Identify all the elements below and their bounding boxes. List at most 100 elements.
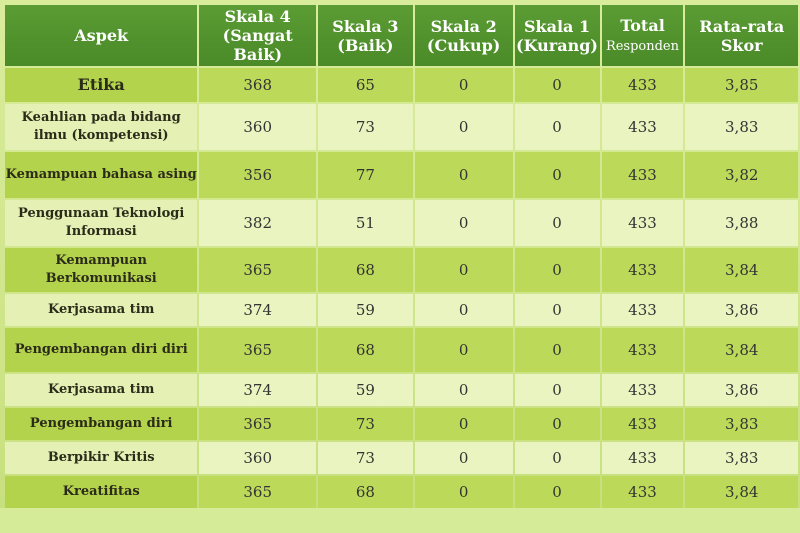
header-total-responden: Total Responden [601,5,684,66]
skala-1-cell: 0 [514,200,600,246]
aspek-cell: Pengembangan diri [5,408,198,440]
skala-3-cell: 59 [318,374,413,406]
aspek-cell: Kerjasama tim [5,374,198,406]
table-body: Etika 368 65 0 0 433 3,85 Keahlian pada bidang … [5,68,798,508]
skala-2-cell: 0 [414,200,513,246]
skala-2-cell: 0 [414,68,513,102]
aspek-cell: Kreatifitas [5,476,198,508]
total-cell: 433 [601,152,684,198]
rata-rata-cell: 3,83 [685,104,798,150]
total-cell: 433 [601,476,684,508]
skala-3-cell: 68 [318,328,413,372]
skala-4-cell: 356 [199,152,317,198]
skala-1-cell: 0 [514,152,600,198]
aspek-cell: Kemampuan bahasa asing [5,152,198,198]
skala-2-cell: 0 [414,442,513,474]
table-row: Berpikir Kritis 360 73 0 0 433 3,83 [5,442,798,474]
header-skala-1: Skala 1 (Kurang) [514,5,600,66]
bottom-band [0,508,800,533]
total-cell: 433 [601,328,684,372]
aspek-cell: Kerjasama tim [5,294,198,326]
rata-rata-cell: 3,84 [685,248,798,292]
rata-rata-cell: 3,86 [685,374,798,406]
table-row: Penggunaan Teknologi Informasi 382 51 0 0 433… [5,200,798,246]
skala-4-cell: 374 [199,374,317,406]
skala-4-cell: 365 [199,328,317,372]
header-skala-4: Skala 4 (Sangat Baik) [199,5,317,66]
skala-3-cell: 73 [318,408,413,440]
skala-2-cell: 0 [414,408,513,440]
header-rata-rata-skor: Rata-rata Skor [685,5,798,66]
header-row: Aspek Skala 4 (Sangat Baik) Skala 3 (Baik)… [5,5,798,66]
table-row: Keahlian pada bidang ilmu (kompetensi) 36… [5,104,798,150]
total-cell: 433 [601,68,684,102]
table-row: Pengembangan diri diri 365 68 0 0 433 3,84 [5,328,798,372]
header-aspek: Aspek [5,5,198,66]
total-cell: 433 [601,294,684,326]
skala-3-cell: 73 [318,104,413,150]
skala-2-cell: 0 [414,294,513,326]
skala-2-cell: 0 [414,374,513,406]
skala-3-cell: 65 [318,68,413,102]
table-row: Kerjasama tim 374 59 0 0 433 3,86 [5,294,798,326]
skala-4-cell: 365 [199,248,317,292]
skala-3-cell: 51 [318,200,413,246]
skala-3-cell: 68 [318,248,413,292]
rata-rata-cell: 3,84 [685,328,798,372]
total-cell: 433 [601,200,684,246]
skala-4-cell: 368 [199,68,317,102]
skala-4-cell: 360 [199,104,317,150]
skala-4-cell: 365 [199,476,317,508]
skala-3-cell: 73 [318,442,413,474]
table-row: Kemampuan Berkomunikasi 365 68 0 0 433 3,84 [5,248,798,292]
skala-4-cell: 382 [199,200,317,246]
skala-2-cell: 0 [414,104,513,150]
skala-1-cell: 0 [514,68,600,102]
rata-rata-cell: 3,83 [685,442,798,474]
total-cell: 433 [601,374,684,406]
data-table: Aspek Skala 4 (Sangat Baik) Skala 3 (Baik)… [3,3,800,510]
header-skala-3: Skala 3 (Baik) [318,5,413,66]
header-skala-2: Skala 2 (Cukup) [414,5,513,66]
table-row: Etika 368 65 0 0 433 3,85 [5,68,798,102]
skala-3-cell: 68 [318,476,413,508]
skala-2-cell: 0 [414,328,513,372]
total-cell: 433 [601,248,684,292]
aspek-cell: Etika [5,68,198,102]
table-row: Kemampuan bahasa asing 356 77 0 0 433 3,82 [5,152,798,198]
total-cell: 433 [601,408,684,440]
skala-1-cell: 0 [514,294,600,326]
aspek-cell: Penggunaan Teknologi Informasi [5,200,198,246]
skala-4-cell: 374 [199,294,317,326]
skala-1-cell: 0 [514,104,600,150]
skala-4-cell: 360 [199,442,317,474]
aspek-cell: Pengembangan diri diri [5,328,198,372]
skala-1-cell: 0 [514,248,600,292]
skala-2-cell: 0 [414,476,513,508]
total-cell: 433 [601,442,684,474]
aspek-cell: Kemampuan Berkomunikasi [5,248,198,292]
rata-rata-cell: 3,88 [685,200,798,246]
skala-2-cell: 0 [414,248,513,292]
skala-3-cell: 77 [318,152,413,198]
table-row: Kerjasama tim 374 59 0 0 433 3,86 [5,374,798,406]
aspek-cell: Berpikir Kritis [5,442,198,474]
skala-1-cell: 0 [514,328,600,372]
rata-rata-cell: 3,83 [685,408,798,440]
skala-4-cell: 365 [199,408,317,440]
skala-3-cell: 59 [318,294,413,326]
rata-rata-cell: 3,86 [685,294,798,326]
skala-1-cell: 0 [514,374,600,406]
table-row: Pengembangan diri 365 73 0 0 433 3,83 [5,408,798,440]
skala-1-cell: 0 [514,476,600,508]
table-row: Kreatifitas 365 68 0 0 433 3,84 [5,476,798,508]
skala-1-cell: 0 [514,408,600,440]
rata-rata-cell: 3,82 [685,152,798,198]
total-cell: 433 [601,104,684,150]
rata-rata-cell: 3,85 [685,68,798,102]
aspek-cell: Keahlian pada bidang ilmu (kompetensi) [5,104,198,150]
rata-rata-cell: 3,84 [685,476,798,508]
skala-1-cell: 0 [514,442,600,474]
skala-2-cell: 0 [414,152,513,198]
